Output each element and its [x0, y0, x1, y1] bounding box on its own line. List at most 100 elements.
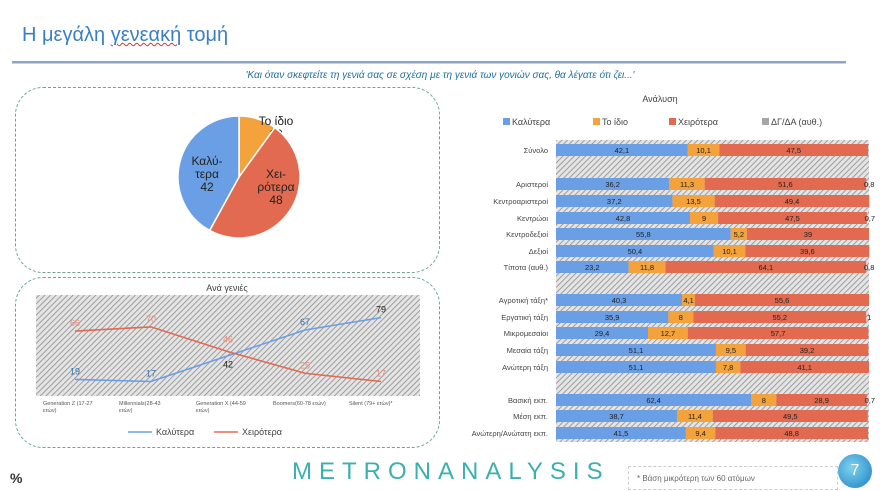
- bar-data-label: 0,8: [864, 263, 874, 272]
- bar-chart-title: Ανάλυση: [642, 94, 677, 104]
- line-data-label: 25: [300, 360, 310, 370]
- bar-data-label: 36,2: [605, 180, 620, 189]
- footnote: * Βάση μικρότερη των 60 ατόμων: [628, 466, 838, 490]
- pie-label: Χει-ρότερα 48: [257, 167, 294, 207]
- x-tick-label: Generation Z (17-27 ετών): [43, 401, 93, 414]
- bar-data-label: 47,5: [785, 214, 800, 223]
- bar-data-label: 10,1: [722, 247, 737, 256]
- legend-label: Καλύτερα: [512, 117, 550, 127]
- bar-segment: [669, 178, 705, 190]
- bar-data-label: 8: [762, 396, 766, 405]
- bar-segment: [751, 394, 777, 406]
- bar-data-label: 12,7: [661, 329, 676, 338]
- bar-segment: [556, 195, 673, 207]
- bar-segment: [556, 427, 686, 439]
- legend-swatch: [593, 118, 600, 125]
- bar-data-label: 0,8: [864, 180, 874, 189]
- row-label: Αγροτική τάξη*: [499, 296, 548, 305]
- bar-data-label: 38,7: [609, 412, 624, 421]
- bar-segment: [556, 144, 688, 156]
- bar-segment: [556, 344, 716, 356]
- bar-segment: [628, 261, 666, 273]
- bar-data-label: 47,5: [786, 146, 801, 155]
- line-data-label: 67: [300, 317, 310, 327]
- bar-data-label: 4,1: [683, 296, 693, 305]
- line-data-label: 70: [146, 314, 156, 324]
- bar-segment: [718, 212, 867, 224]
- bar-segment: [713, 245, 746, 257]
- bar-data-label: 28,9: [814, 396, 829, 405]
- line-data-label: 66: [70, 318, 80, 328]
- bar-segment: [556, 178, 670, 190]
- x-tick-label: Generation X (44-59 ετών): [196, 401, 246, 414]
- bar-data-label: 9,5: [726, 346, 736, 355]
- bar-data-label: 9: [702, 214, 706, 223]
- bar-data-label: 42,8: [616, 214, 631, 223]
- row-label: Βασική εκπ.: [508, 396, 548, 405]
- line-plot-area: [36, 295, 420, 396]
- bar-segment: [648, 327, 688, 339]
- bar-segment: [556, 228, 731, 240]
- bar-segment: [682, 294, 695, 306]
- bar-segment: [556, 261, 629, 273]
- bar-segment: [745, 245, 870, 257]
- row-label: Ανώτερη/Ανώτατη εκπ.: [472, 429, 548, 438]
- bar-data-label: 0,7: [865, 396, 875, 405]
- line-data-label: 46: [223, 335, 233, 345]
- legend-swatch: [669, 118, 676, 125]
- pie-slice: [208, 126, 301, 239]
- bar-data-label: 50,4: [628, 247, 643, 256]
- row-label: Αριστεροί: [516, 180, 548, 189]
- bar-data-label: 37,2: [607, 197, 622, 206]
- bar-data-label: 0,7: [865, 214, 875, 223]
- row-label: Κεντρώοι: [517, 214, 548, 223]
- bar-data-label: 55,6: [775, 296, 790, 305]
- page-number: 7: [838, 454, 872, 488]
- bar-data-label: 11,4: [688, 412, 702, 421]
- bar-data-label: 8: [679, 313, 683, 322]
- line-data-label: 42: [223, 360, 233, 370]
- bar-segment: [715, 344, 746, 356]
- bar-segment: [556, 294, 683, 306]
- bar-segment: [740, 361, 869, 373]
- bar-segment: [745, 344, 869, 356]
- bar-segment: [715, 361, 741, 373]
- bar-data-label: 48,8: [784, 429, 799, 438]
- bar-segment: [712, 410, 868, 422]
- bar-segment: [715, 427, 869, 439]
- bar-data-label: 29,4: [595, 329, 610, 338]
- row-label: Μέση εκπ.: [513, 412, 548, 421]
- pie-slice: [177, 115, 240, 232]
- bar-segment: [746, 228, 869, 240]
- row-label: Τίποτα (αυθ.): [504, 263, 549, 272]
- bar-segment: [556, 327, 649, 339]
- page-title: Η μεγάλη γενεακή τομή: [22, 24, 229, 46]
- bar-segment: [704, 178, 867, 190]
- bar-data-label: 49,5: [783, 412, 798, 421]
- metron-analysis-logo: METRONANALYSIS: [292, 458, 610, 485]
- bar-data-label: 51,6: [778, 180, 793, 189]
- bar-data-label: 39,2: [800, 346, 815, 355]
- bar-data-label: 7,8: [723, 363, 733, 372]
- row-label: Δεξιοί: [529, 247, 549, 256]
- bar-segment: [556, 311, 669, 323]
- x-tick-label: Silent (79+ ετών)*: [349, 400, 393, 407]
- bar-data-label: 42,1: [615, 146, 630, 155]
- bar-data-label: 41,5: [614, 429, 629, 438]
- percent-sign: %: [10, 470, 23, 486]
- bar-data-label: 39: [804, 230, 812, 239]
- legend-label: Το ίδιο: [602, 117, 628, 127]
- bar-data-label: 1: [867, 313, 871, 322]
- bar-data-label: 11,3: [680, 180, 694, 189]
- bar-segment: [685, 427, 716, 439]
- x-tick-label: Boomers(60-78 ετών): [273, 400, 326, 407]
- bar-segment: [687, 144, 720, 156]
- bar-data-label: 40,3: [612, 296, 627, 305]
- pie-chart-box: [15, 87, 440, 273]
- bar-segment: [556, 361, 716, 373]
- legend-label: Χειρότερα: [678, 117, 718, 127]
- line-series-better: [74, 316, 382, 383]
- row-label: Ανώτερη τάξη: [502, 363, 548, 372]
- bar-data-label: 51,1: [629, 346, 644, 355]
- bar-segment: [672, 195, 715, 207]
